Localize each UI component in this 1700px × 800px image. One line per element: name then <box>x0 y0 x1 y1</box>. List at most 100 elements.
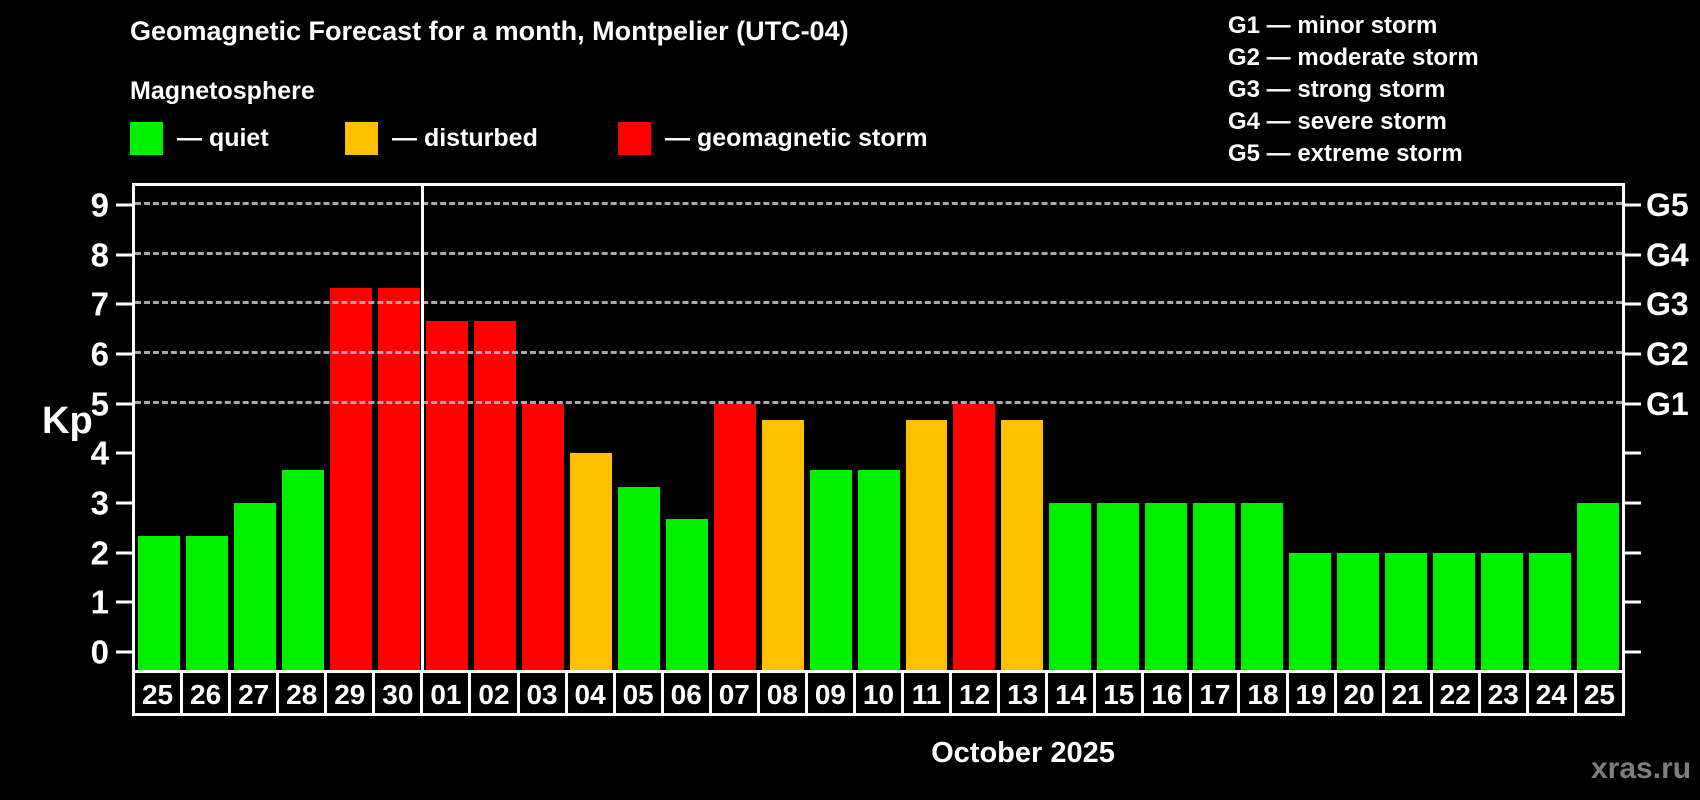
right-tick-6 <box>1625 352 1641 356</box>
day-label-25: 25 <box>1573 670 1625 716</box>
kp-bar-day-17 <box>1193 503 1236 670</box>
bar-slot <box>375 186 423 670</box>
legend-item-quiet: — quiet <box>130 122 269 155</box>
day-label-11: 11 <box>901 670 953 716</box>
g-level-label-G1: G1 <box>1646 385 1689 422</box>
kp-bar-day-11 <box>905 420 948 670</box>
y-tick-5 <box>116 402 132 406</box>
y-axis-label: Kp <box>42 400 93 442</box>
legend-item-storm: — geomagnetic storm <box>618 122 928 155</box>
y-tick-9 <box>116 203 132 207</box>
kp-bar-day-16 <box>1145 503 1188 670</box>
g-scale-line-4: G4 — severe storm <box>1228 108 1447 135</box>
bar-slot <box>231 186 279 670</box>
gridline-kp-6 <box>135 350 1622 354</box>
day-label-25: 25 <box>132 670 184 716</box>
kp-bar-day-15 <box>1097 503 1140 670</box>
day-label-06: 06 <box>660 670 712 716</box>
right-tick-5 <box>1625 402 1641 406</box>
day-label-13: 13 <box>997 670 1049 716</box>
kp-bar-day-18 <box>1241 503 1284 670</box>
y-tick-4 <box>116 451 132 455</box>
bars-row <box>135 186 1622 670</box>
kp-bar-day-30 <box>377 287 420 670</box>
y-tick-label-3: 3 <box>90 484 109 522</box>
day-label-15: 15 <box>1093 670 1145 716</box>
legend-item-disturbed: — disturbed <box>345 122 538 155</box>
day-label-02: 02 <box>468 670 520 716</box>
kp-bar-day-28 <box>281 469 324 670</box>
gridline-kp-9 <box>135 201 1622 205</box>
legend-label-quiet: — quiet <box>177 124 269 152</box>
bar-slot <box>759 186 807 670</box>
bar-slot <box>423 186 471 670</box>
bar-slot <box>855 186 903 670</box>
day-label-04: 04 <box>564 670 616 716</box>
y-tick-label-9: 9 <box>90 186 109 224</box>
bar-slot <box>279 186 327 670</box>
bar-slot <box>183 186 231 670</box>
bar-slot <box>1190 186 1238 670</box>
bar-slot <box>471 186 519 670</box>
day-label-09: 09 <box>804 670 856 716</box>
right-tick-7 <box>1625 302 1641 306</box>
g-level-label-G4: G4 <box>1646 236 1689 273</box>
page-title: Geomagnetic Forecast for a month, Montpe… <box>130 16 849 46</box>
day-label-19: 19 <box>1285 670 1337 716</box>
day-label-22: 22 <box>1429 670 1481 716</box>
kp-bar-day-02 <box>473 320 516 670</box>
bar-slot <box>1574 186 1622 670</box>
bar-slot <box>615 186 663 670</box>
kp-bar-day-25 <box>138 536 180 670</box>
day-label-07: 07 <box>708 670 760 716</box>
kp-bar-day-12 <box>953 403 996 670</box>
g-level-label-G2: G2 <box>1646 335 1689 372</box>
x-axis-label: October 2025 <box>931 737 1115 769</box>
right-tick-9 <box>1625 203 1641 207</box>
bar-slot <box>519 186 567 670</box>
kp-bar-day-27 <box>233 503 276 670</box>
y-tick-6 <box>116 352 132 356</box>
kp-bar-day-09 <box>809 469 852 670</box>
kp-bar-day-04 <box>569 453 612 670</box>
kp-bar-day-13 <box>1001 420 1044 670</box>
day-label-14: 14 <box>1045 670 1097 716</box>
right-tick-3 <box>1625 501 1641 505</box>
right-tick-2 <box>1625 551 1641 555</box>
day-label-21: 21 <box>1381 670 1433 716</box>
watermark: xras.ru <box>1591 752 1692 785</box>
bar-slot <box>1238 186 1286 670</box>
y-tick-label-7: 7 <box>90 285 109 323</box>
y-tick-7 <box>116 302 132 306</box>
bar-slot <box>1286 186 1334 670</box>
legend-swatch-storm <box>618 122 651 155</box>
right-tick-1 <box>1625 600 1641 604</box>
kp-bar-day-29 <box>329 287 372 670</box>
kp-bar-day-21 <box>1385 552 1428 670</box>
bar-slot <box>1478 186 1526 670</box>
day-label-10: 10 <box>852 670 904 716</box>
day-label-28: 28 <box>276 670 328 716</box>
gridline-kp-7 <box>135 301 1622 305</box>
kp-bar-day-07 <box>713 403 756 670</box>
y-tick-2 <box>116 551 132 555</box>
bar-slot <box>950 186 998 670</box>
kp-bar-day-08 <box>761 420 804 670</box>
kp-bar-day-23 <box>1481 552 1524 670</box>
bar-slot <box>903 186 951 670</box>
y-tick-label-0: 0 <box>90 633 109 671</box>
bar-slot <box>1382 186 1430 670</box>
day-label-29: 29 <box>324 670 376 716</box>
kp-bar-day-06 <box>665 519 708 670</box>
bar-slot <box>327 186 375 670</box>
bar-slot <box>663 186 711 670</box>
legend-label-disturbed: — disturbed <box>392 124 538 152</box>
status-legend: — quiet — disturbed — geomagnetic storm <box>0 122 1700 160</box>
y-tick-label-2: 2 <box>90 534 109 572</box>
day-label-row: 25 26 27 28 29 30 01 02 03 04 05 06 07 08 09 10 11 12 13 14… <box>132 670 1625 716</box>
right-tick-0 <box>1625 650 1641 654</box>
y-tick-label-8: 8 <box>90 236 109 274</box>
kp-bar-day-03 <box>521 403 564 670</box>
kp-bar-day-24 <box>1529 552 1572 670</box>
